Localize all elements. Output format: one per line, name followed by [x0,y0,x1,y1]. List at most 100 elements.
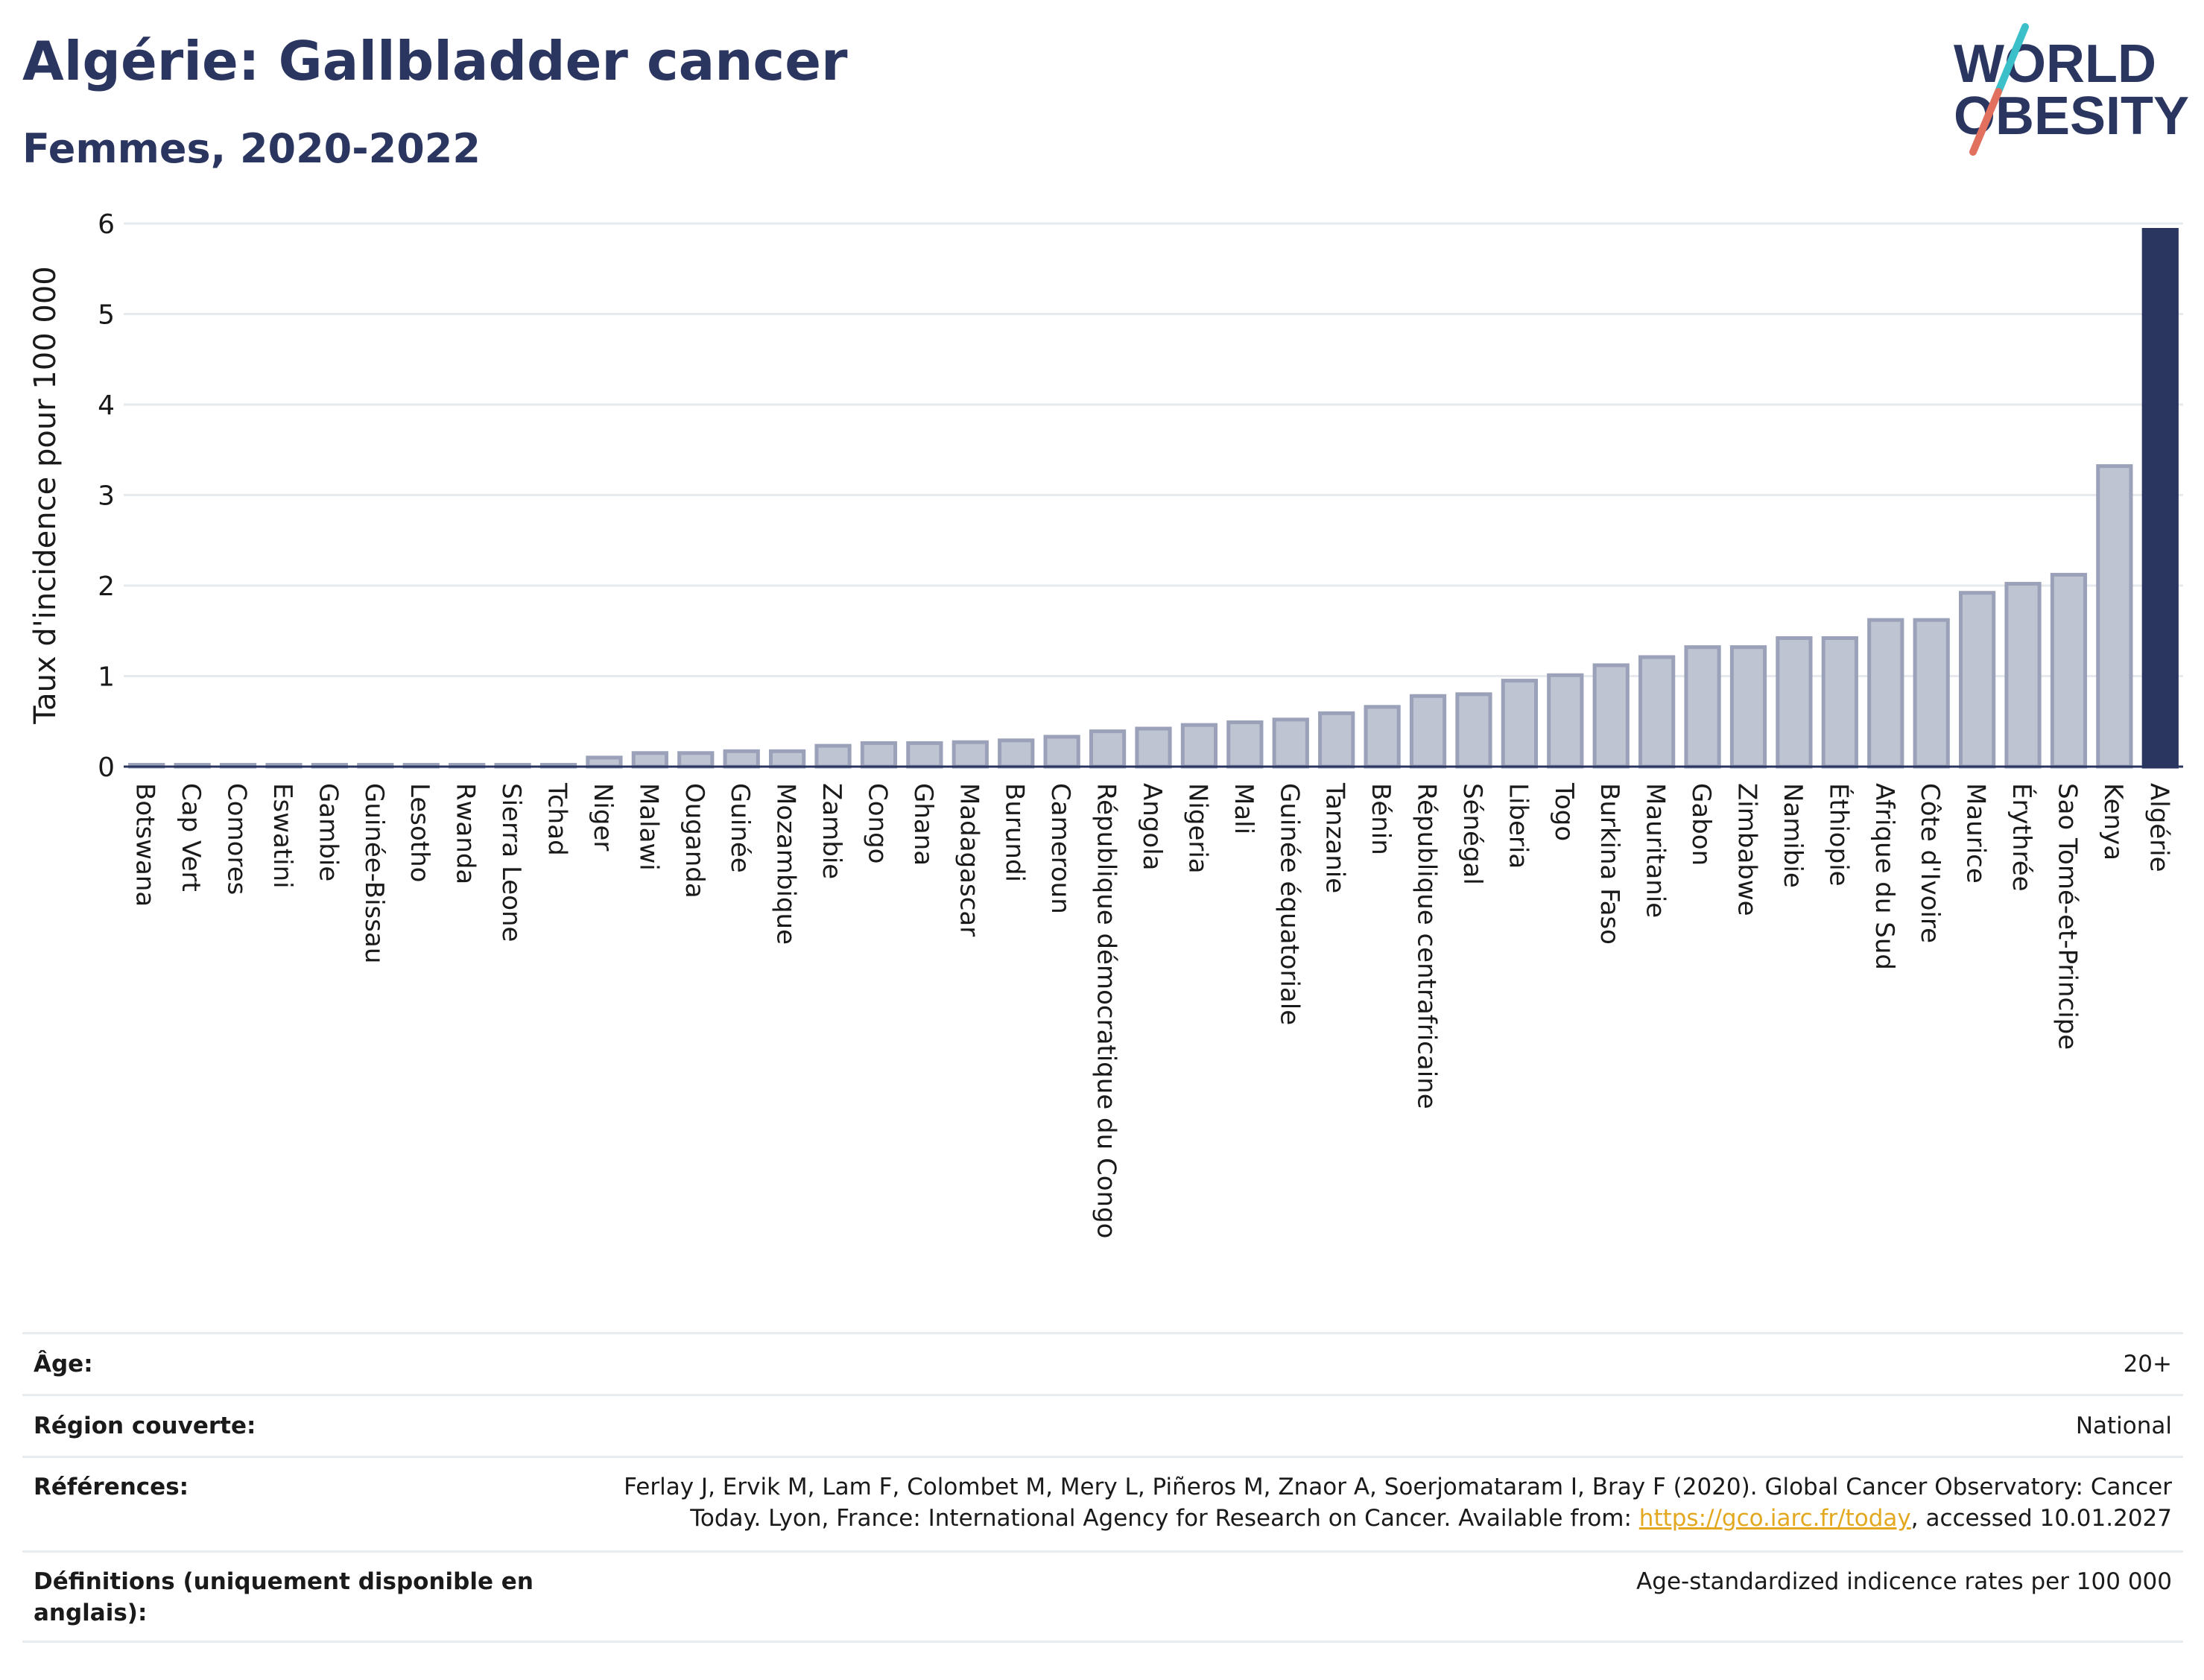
bar [586,755,623,769]
y-tick-label: 0 [98,752,115,783]
x-tick-label: Tanzanie [1320,782,1350,893]
bar [631,751,668,769]
bar [1913,618,1950,769]
bar [2096,464,2133,769]
x-tick-label: Bénin [1366,783,1396,855]
x-tick-label: Togo [1549,782,1579,841]
x-tick-label: Malawi [633,783,663,871]
bar [998,738,1035,769]
x-tick-label: Éthiopie [1823,783,1854,887]
x-tick-label: Maurice [1961,783,1991,884]
x-tick-label: Angola [1137,783,1167,870]
x-tick-label: Gabon [1686,783,1716,866]
x-tick-label: Côte d'Ivoire [1915,783,1945,943]
region-label: Région couverte: [34,1413,256,1439]
x-tick-label: Tchad [542,782,572,856]
bar [1638,655,1676,769]
y-axis-ticks: 0 1 2 3 4 5 6 [98,209,115,783]
references-line1: Ferlay J, Ervik M, Lam F, Colombet M, Me… [624,1474,2172,1500]
bar [1776,635,1813,769]
x-tick-label: Liberia [1503,783,1533,869]
bar [2004,582,2042,769]
x-tick-label: Ghana [908,783,938,866]
x-tick-label: Mozambique [771,783,801,945]
info-row-age: Âge: 20+ [22,1332,2183,1394]
bar [1089,729,1127,769]
x-tick-label: Botswana [130,783,160,907]
info-table: Âge: 20+ Région couverte: National Référ… [22,1332,2183,1643]
x-tick-label: Cameroun [1045,783,1075,914]
bar [1547,673,1584,769]
references-line2-pre: Today. Lyon, France: International Agenc… [690,1505,1639,1532]
x-tick-label: Zambie [817,783,846,879]
bar [2050,572,2088,769]
definitions-label-line2: anglais): [34,1600,148,1626]
y-tick-label: 1 [98,662,115,693]
definitions-label-line1: Définitions (uniquement disponible en [34,1568,533,1595]
bar [1821,635,1858,769]
bar [1226,720,1264,769]
info-row-region: Région couverte: National [22,1394,2183,1456]
age-value: 20+ [2123,1351,2172,1378]
y-tick-label: 5 [98,300,115,331]
x-tick-label: Sierra Leone [496,783,526,942]
y-axis-title: Taux d'incidence pour 100 000 [28,266,63,724]
x-tick-label: République démocratique du Congo [1092,783,1121,1238]
bar [1318,711,1355,769]
x-tick-label: Rwanda [451,783,481,884]
x-tick-label: Kenya [2098,783,2128,860]
bar [1364,705,1401,769]
bar [1180,723,1218,769]
y-tick-label: 3 [98,481,115,512]
x-tick-label: Gambie [313,783,343,881]
x-tick-label: Zimbabwe [1732,783,1761,916]
bar [814,744,852,769]
references-link[interactable]: https://gco.iarc.fr/today [1638,1505,1911,1532]
bar [1867,618,1904,769]
x-tick-label: Comores [222,783,252,895]
logo-line1: WORLD [1954,34,2156,94]
bar [860,741,898,769]
info-row-definitions: Définitions (uniquement disponible en an… [22,1550,2183,1643]
x-tick-label: Mali [1229,783,1258,834]
x-tick-label: Guinée équatoriale [1274,783,1304,1025]
bar [1592,663,1630,769]
x-tick-label: Ouganda [680,783,709,898]
bar [2141,228,2179,769]
region-value: National [2075,1413,2172,1439]
bars [128,228,2179,769]
references-line2-post: , accessed 10.01.2027 [1910,1505,2172,1532]
x-tick-label: Guinée-Bissau [359,783,389,963]
bar [906,741,943,769]
x-tick-label: Madagascar [954,783,984,936]
x-tick-label: Afrique du Sud [1869,783,1899,970]
references-value: Ferlay J, Ervik M, Lam F, Colombet M, Me… [624,1471,2172,1534]
x-tick-label: Eswatini [267,783,297,889]
bar [1272,717,1309,769]
info-row-references: Références: Ferlay J, Ervik M, Lam F, Co… [22,1456,2183,1550]
x-tick-label: Congo [862,783,892,863]
x-tick-label: Mauritanie [1641,783,1671,918]
x-tick-label: Burundi [1000,783,1030,882]
bar [1729,645,1767,769]
x-axis-labels: Botswana Cap Vert Comores Eswatini Gambie Gui… [130,782,2174,1238]
y-tick-label: 6 [98,209,115,240]
bar [677,751,715,769]
bar [723,749,760,769]
x-tick-label: Sao Tomé-et-Principe [2052,783,2082,1050]
bar [1043,735,1080,769]
age-label: Âge: [34,1351,93,1378]
bar [1455,692,1492,769]
bar [951,740,989,769]
y-tick-label: 4 [98,390,115,421]
definitions-label: Définitions (uniquement disponible en an… [34,1566,533,1629]
x-tick-label: Namibie [1778,783,1808,888]
y-tick-label: 2 [98,571,115,602]
x-tick-label: Guinée [725,783,755,873]
x-tick-label: Niger [588,783,618,851]
x-tick-label: Lesotho [405,783,434,882]
x-tick-label: Érythrée [2007,783,2037,892]
world-obesity-logo: WORLD OBESITY [1954,23,2189,156]
bar-chart: 0 1 2 3 4 5 6 Botswana Cap Vert Comores Eswatini G… [28,209,2183,1238]
definitions-value: Age-standardized indicence rates per 100… [1636,1568,2172,1595]
